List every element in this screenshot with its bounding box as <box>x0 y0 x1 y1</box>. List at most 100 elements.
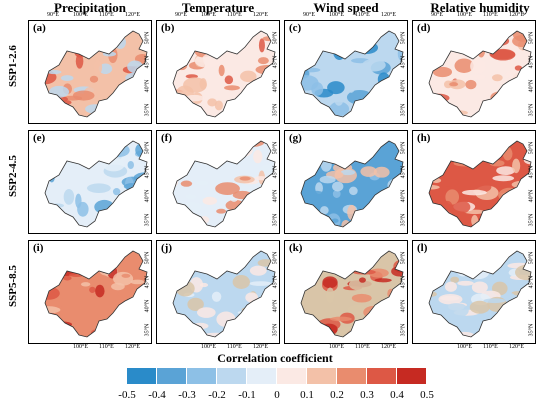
map-patch <box>461 35 480 47</box>
map-patch <box>429 93 440 101</box>
latitude-tick: 35°N <box>528 323 535 337</box>
region-outline <box>300 250 404 338</box>
panel-label: (f) <box>161 132 172 144</box>
longitude-tick: 100°E <box>457 344 473 350</box>
map-patch <box>483 298 506 304</box>
map-patch <box>54 312 64 320</box>
map-patch <box>449 251 468 265</box>
map-patch <box>437 323 447 336</box>
map-patch <box>74 44 86 58</box>
map-patch <box>45 265 59 270</box>
map-patch <box>242 328 267 337</box>
latitude-tick: 40°N <box>272 79 279 93</box>
region-outline <box>44 30 148 118</box>
region-outline <box>44 250 148 338</box>
map-patch <box>360 251 370 260</box>
map-patch <box>88 141 98 149</box>
map-patch <box>329 141 337 153</box>
colorbar-tick-label: 0.3 <box>360 389 374 401</box>
map-patch <box>173 176 179 188</box>
map-patch <box>347 304 367 315</box>
map-patch <box>429 31 451 35</box>
map-patch <box>387 96 403 104</box>
colorbar <box>127 368 427 384</box>
latitude-tick: 50°N <box>144 31 151 45</box>
map-patch <box>91 221 104 227</box>
longitude-tick: 120°E <box>381 344 397 350</box>
correlation-map <box>172 30 276 118</box>
map-patch <box>320 156 332 172</box>
map-patch <box>357 178 366 189</box>
map-patch <box>227 253 242 265</box>
map-patch <box>85 255 95 262</box>
map-panel: (e) 50°N 45°N 40°N 35°N <box>28 130 152 234</box>
map-patch <box>301 51 306 66</box>
map-patch <box>492 104 503 117</box>
map-patch <box>121 273 131 278</box>
map-patch <box>341 219 351 227</box>
latitude-tick: 45°N <box>400 165 407 179</box>
longitude-tick: 100°E <box>73 344 89 350</box>
map-patch <box>446 110 468 116</box>
map-patch <box>72 90 95 101</box>
map-patch <box>182 262 204 273</box>
map-patch <box>193 109 212 116</box>
map-patch <box>327 81 345 95</box>
map-patch <box>512 327 521 337</box>
correlation-map <box>44 30 148 118</box>
column-title-wind-speed: Wind speed <box>313 0 379 15</box>
map-patch <box>496 166 516 176</box>
longitude-tick: 120°E <box>253 344 269 350</box>
map-patch <box>60 75 74 81</box>
map-patch <box>301 145 321 160</box>
map-patch <box>456 264 470 277</box>
region-outline <box>300 30 404 118</box>
map-patch <box>497 218 514 227</box>
map-patch <box>196 307 216 318</box>
map-panel: (k) 100°E 110°E 120°E 50°N 45°N 40°N 35°N <box>284 240 408 350</box>
map-patch <box>247 213 256 227</box>
latitude-tick: 40°N <box>528 79 535 93</box>
colorbar-tick-label: -0.4 <box>148 389 166 401</box>
map-patch <box>320 206 329 215</box>
colorbar-segment <box>127 368 157 384</box>
map-patch <box>347 204 357 221</box>
map-patch <box>214 100 223 111</box>
map-patch <box>445 189 460 205</box>
map-patch <box>309 150 322 158</box>
map-patch <box>504 313 525 329</box>
latitude-tick: 45°N <box>144 275 151 289</box>
map-patch <box>48 31 74 44</box>
region-outline <box>428 140 532 228</box>
map-patch <box>189 265 208 270</box>
map-patch <box>248 324 261 337</box>
map-patch <box>88 31 101 41</box>
latitude-tick: 50°N <box>272 141 279 155</box>
correlation-map <box>172 140 276 228</box>
map-patch <box>239 31 251 35</box>
latitude-tick: 35°N <box>272 213 279 227</box>
latitude-tick: 45°N <box>400 55 407 69</box>
latitude-tick: 35°N <box>272 103 279 117</box>
region-outline <box>172 140 276 228</box>
map-patch <box>63 275 72 281</box>
map-patch <box>449 142 470 150</box>
map-patch <box>471 281 488 294</box>
map-patch <box>253 149 263 164</box>
map-patch <box>511 180 531 189</box>
map-panel: (i) 100°E 110°E 120°E 50°N 45°N 40°N 35°N <box>28 240 152 350</box>
map-patch <box>332 189 341 198</box>
map-panel: (f) 50°N 45°N 40°N 35°N <box>156 130 280 234</box>
map-patch <box>301 75 319 91</box>
map-patch <box>324 36 345 44</box>
map-patch <box>346 77 356 93</box>
map-patch <box>376 111 386 117</box>
colorbar-tick-label: 0.2 <box>330 389 344 401</box>
latitude-tick: 45°N <box>528 165 535 179</box>
latitude-tick: 40°N <box>400 189 407 203</box>
colorbar-tick-label: -0.2 <box>208 389 226 401</box>
map-patch <box>120 210 143 225</box>
longitude-tick: 110°E <box>355 344 370 350</box>
map-panel: (c) 90°E 100°E 110°E 120°E 50°N 45°N 40°N 35°N <box>284 12 408 124</box>
map-patch <box>515 264 531 281</box>
